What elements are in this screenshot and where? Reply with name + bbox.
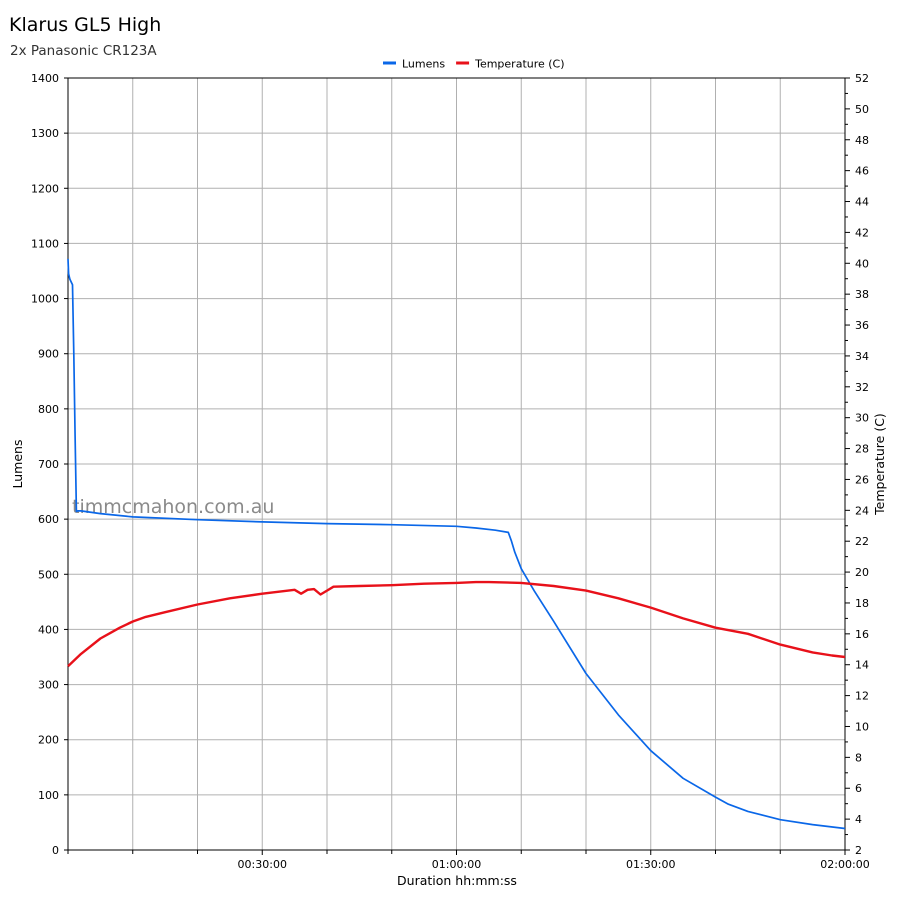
series-line-temperature-c <box>67 580 846 668</box>
x-tick-label: 02:00:00 <box>820 858 869 871</box>
y-tick-label: 500 <box>38 568 59 581</box>
legend: Lumens Temperature (C) <box>383 58 565 71</box>
y2-tick-label: 40 <box>855 257 869 270</box>
legend-label: Lumens <box>402 58 445 71</box>
y-tick-label: 1300 <box>31 127 59 140</box>
y-tick-label: 600 <box>38 513 59 526</box>
y2-tick-label: 48 <box>855 134 869 147</box>
y2-tick-label: 38 <box>855 288 869 301</box>
chart-subtitle: 2x Panasonic CR123A <box>10 43 157 59</box>
y2-tick-label: 6 <box>855 782 862 795</box>
y2-tick-label: 46 <box>855 165 869 178</box>
y-tick-label: 100 <box>38 789 59 802</box>
y2-tick-label: 34 <box>855 350 869 363</box>
x-tick-label: 01:30:00 <box>626 858 675 871</box>
chart-title: Klarus GL5 High <box>9 14 162 36</box>
y2-tick-label: 44 <box>855 196 869 209</box>
grid-lines <box>67 77 846 851</box>
y2-tick-label: 28 <box>855 443 869 456</box>
y-tick-label: 1400 <box>31 72 59 85</box>
left-axis-ticks: 0 100 200 300 400 500 600 700 800 900 1000 1100 1200… <box>31 72 68 857</box>
y2-tick-label: 10 <box>855 720 869 733</box>
y-tick-label: 200 <box>38 734 59 747</box>
y-tick-label: 1100 <box>31 237 59 250</box>
right-axis-ticks: 2468101214161820222426283032343638404244… <box>845 72 869 857</box>
x-tick-label: 00:30:00 <box>238 858 287 871</box>
y2-tick-label: 36 <box>855 319 869 332</box>
y2-tick-label: 14 <box>855 659 869 672</box>
series-line-lumens <box>67 258 846 830</box>
y2-tick-label: 18 <box>855 597 869 610</box>
legend-label: Temperature (C) <box>474 58 564 71</box>
x-tick-label: 01:00:00 <box>432 858 481 871</box>
y2-tick-label: 4 <box>855 813 862 826</box>
y2-tick-label: 30 <box>855 412 869 425</box>
y-axis-label: Lumens <box>10 440 25 489</box>
y2-axis-label: Temperature (C) <box>872 413 887 516</box>
y2-tick-label: 20 <box>855 566 869 579</box>
x-axis-ticks: 00:30:00 01:00:00 01:30:00 02:00:00 <box>67 850 870 871</box>
y-tick-label: 900 <box>38 348 59 361</box>
y-tick-label: 800 <box>38 403 59 416</box>
y-tick-label: 700 <box>38 458 59 471</box>
y2-tick-label: 26 <box>855 473 869 486</box>
y2-tick-label: 8 <box>855 751 862 764</box>
x-axis-label: Duration hh:mm:ss <box>397 873 517 888</box>
y2-tick-label: 22 <box>855 535 869 548</box>
watermark: timmcmahon.com.au <box>72 496 274 518</box>
y2-tick-label: 12 <box>855 690 869 703</box>
y-tick-label: 0 <box>52 844 59 857</box>
y-tick-label: 300 <box>38 679 59 692</box>
series-layer <box>67 258 846 830</box>
y-tick-label: 400 <box>38 623 59 636</box>
y-tick-label: 1200 <box>31 182 59 195</box>
y2-tick-label: 2 <box>855 844 862 857</box>
y2-tick-label: 42 <box>855 226 869 239</box>
y2-tick-label: 32 <box>855 381 869 394</box>
y2-tick-label: 24 <box>855 504 869 517</box>
y2-tick-label: 50 <box>855 103 869 116</box>
y2-tick-label: 16 <box>855 628 869 641</box>
y2-tick-label: 52 <box>855 72 869 85</box>
y-tick-label: 1000 <box>31 293 59 306</box>
